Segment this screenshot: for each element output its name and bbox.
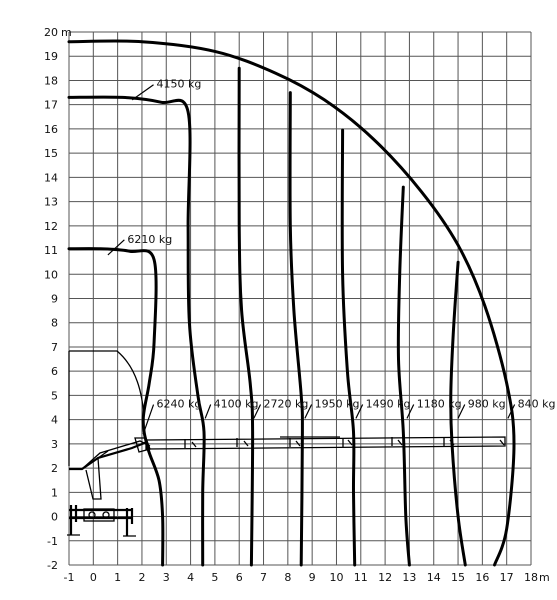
load-curve [288, 91, 304, 567]
x-tick-label: 5 [211, 571, 218, 584]
load-curve [67, 247, 165, 567]
outrigger-pin [102, 511, 110, 519]
x-tick-label: 11 [354, 571, 368, 584]
x-tick-label: 18 [524, 571, 538, 584]
load-labels: 4150 kg 6210 kg 6240 kg 4100 kg 2720 kg 1950 … [107, 78, 556, 435]
label-leader [107, 239, 125, 256]
y-tick-label: 14 [44, 171, 58, 184]
chart-grid [68, 31, 532, 566]
x-axis-ticks: -1 0 1 2 3 4 5 6 7 8 9 10 11 12 13 14 15 16 17 18 m [64, 571, 550, 584]
load-label: 840 kg [518, 398, 556, 411]
y-tick-label: 5 [51, 389, 58, 402]
outrigger-box [83, 508, 115, 522]
y-tick-label: 15 [44, 147, 58, 160]
label-leader [406, 404, 415, 419]
x-axis-unit: m [539, 571, 550, 584]
load-curve [67, 39, 516, 567]
y-tick-label: 4 [51, 414, 58, 427]
y-tick-label: 6 [51, 365, 58, 378]
right-outrigger [125, 508, 134, 536]
y-tick-label: 13 [44, 196, 58, 209]
load-curve [449, 260, 467, 567]
boom-extensions [184, 436, 445, 448]
crane-head [134, 437, 151, 453]
load-label: 2720 kg [264, 398, 309, 411]
y-tick-label: 0 [51, 511, 58, 524]
left-outrigger [69, 505, 78, 535]
load-label: 4150 kg [157, 78, 202, 91]
outrigger-pin [88, 511, 96, 519]
y-tick-label: 2 [51, 462, 58, 475]
label-leader [142, 404, 155, 435]
x-tick-label: 8 [284, 571, 291, 584]
load-curve [237, 66, 255, 567]
load-label: 6210 kg [127, 233, 172, 246]
x-tick-label: 16 [475, 571, 489, 584]
load-label: 1490 kg [366, 398, 411, 411]
x-tick-label: 4 [187, 571, 194, 584]
cab-outline [69, 350, 145, 421]
x-tick-label: 6 [236, 571, 243, 584]
y-tick-label: 12 [44, 220, 58, 233]
load-curve [67, 95, 206, 567]
y-tick-label: 19 [44, 50, 58, 63]
boom-hooks [191, 439, 505, 448]
y-tick-label: 8 [51, 317, 58, 330]
load-curves [67, 39, 516, 567]
label-leader [204, 404, 212, 419]
x-tick-label: 0 [90, 571, 97, 584]
x-tick-label: 9 [309, 571, 316, 584]
load-label: 4100 kg [214, 398, 259, 411]
y-tick-label: 20 [44, 26, 58, 39]
load-label: 980 kg [468, 398, 506, 411]
label-leader [355, 404, 364, 419]
outrigger-feet [67, 534, 136, 537]
label-leader [131, 84, 154, 101]
inner-boom [81, 440, 151, 470]
y-tick-label: 7 [51, 341, 58, 354]
y-tick-label: 1 [51, 486, 58, 499]
x-tick-label: -1 [64, 571, 75, 584]
load-curve [396, 185, 411, 567]
y-tick-label: 10 [44, 268, 58, 281]
crane-illustration [67, 350, 506, 537]
crane-column [85, 457, 102, 500]
load-label: 1180 kg [417, 398, 462, 411]
y-tick-label: 9 [51, 293, 58, 306]
load-curve [340, 128, 357, 567]
x-tick-label: 10 [329, 571, 343, 584]
x-tick-label: 1 [114, 571, 121, 584]
crane-base [69, 440, 148, 471]
y-tick-label: 3 [51, 438, 58, 451]
load-label: 1950 kg [315, 398, 360, 411]
label-leader [304, 404, 313, 419]
x-tick-label: 7 [260, 571, 267, 584]
y-tick-label: 11 [44, 244, 58, 257]
label-leader [507, 404, 516, 419]
x-tick-label: 13 [402, 571, 416, 584]
x-tick-label: 14 [427, 571, 441, 584]
truck-frame [69, 508, 133, 520]
x-tick-label: 2 [138, 571, 145, 584]
x-tick-label: 3 [163, 571, 170, 584]
y-tick-label: 16 [44, 123, 58, 136]
y-tick-label: -1 [47, 535, 58, 548]
y-tick-label: 17 [44, 99, 58, 112]
x-tick-label: 12 [378, 571, 392, 584]
y-tick-label: 18 [44, 74, 58, 87]
x-tick-label: 15 [451, 571, 465, 584]
label-leader [457, 404, 466, 419]
label-leader [253, 404, 262, 419]
load-label: 6240 kg [157, 398, 202, 411]
x-tick-label: 17 [500, 571, 514, 584]
y-tick-label: -2 [47, 559, 58, 572]
y-axis-unit: m [61, 26, 72, 39]
